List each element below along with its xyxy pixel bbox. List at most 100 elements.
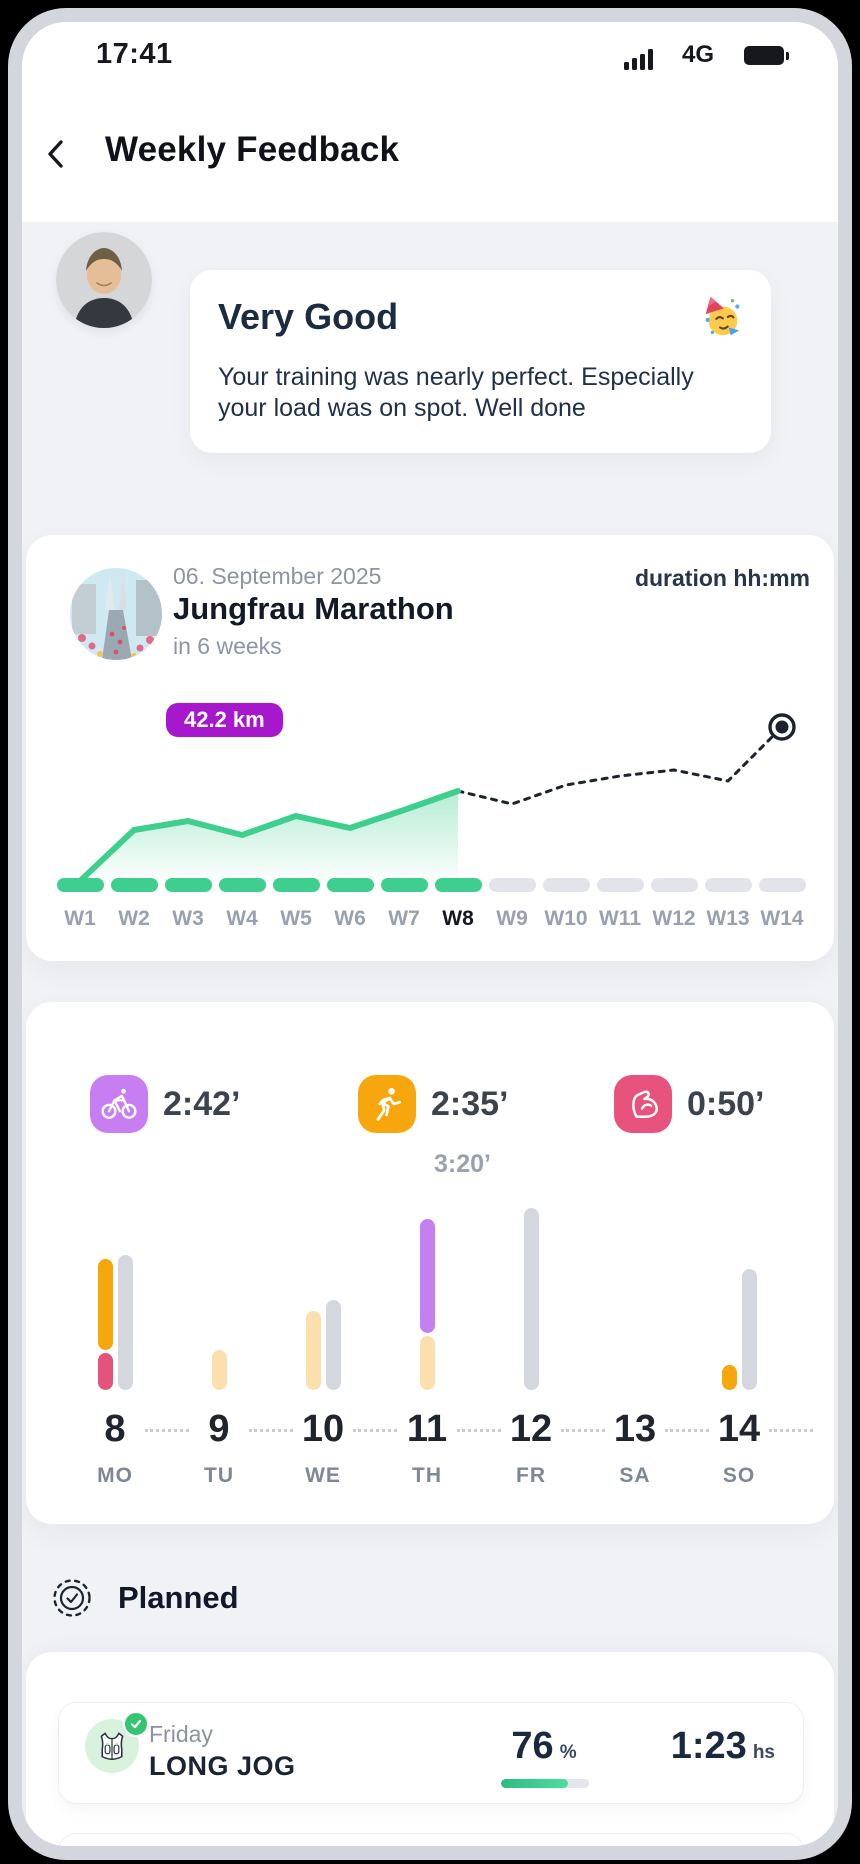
bar-day9-peach [211,1350,227,1390]
back-button[interactable] [36,134,76,174]
bar-day11-peach [419,1336,435,1390]
day-separator-dots [457,1429,501,1432]
week-dash-W6 [326,878,374,892]
workout-title: LONG JOG [149,1751,296,1781]
day-number-12: 12 [509,1408,553,1450]
week-dash-W10 [542,878,590,892]
completion-value: 76 [511,1725,554,1767]
feedback-message: Your training was nearly perfect. Especi… [218,363,694,422]
chevron-left-icon [48,140,63,168]
day-number-9: 9 [208,1408,230,1450]
muscle-icon [614,1075,672,1133]
week-label-W3: W3 [172,907,204,930]
day-separator-dots [665,1429,709,1432]
week-label-W5: W5 [280,907,312,930]
runner-icon [358,1075,416,1133]
day-number-10: 10 [301,1408,345,1450]
bar-day10-gray [325,1300,341,1390]
day-number-11: 11 [406,1408,448,1450]
status-time: 17:41 [96,38,173,70]
week-label-W10: W10 [544,907,588,930]
bar-day10-peach [305,1311,321,1390]
week-dash-W1 [56,878,104,892]
header-background [22,22,838,222]
feedback-card: Very Good Your training was nearly perfe… [190,270,771,453]
total-bike-value: 2:42’ [163,1084,241,1123]
chart-axis-label: duration hh:mm [634,565,810,591]
day-separator-dots [769,1429,813,1432]
day-separator-dots [249,1429,293,1432]
total-strength: 0:50’ [614,1075,765,1133]
week-dash-W11 [596,878,644,892]
workout-day-label: Friday [149,1721,213,1747]
week-label-W11: W11 [598,907,642,930]
network-type-label: 4G [682,41,715,68]
running-vest-icon [100,1732,124,1760]
total-run-value: 2:35’ [431,1084,509,1123]
week-label-W1: W1 [64,907,96,930]
bar-day8-pink [97,1353,113,1390]
bar-day8-gray [117,1255,133,1390]
weekday-label-SO: SO [722,1464,756,1487]
weekday-label-TH: TH [412,1464,442,1487]
week-label-W6: W6 [334,907,366,930]
week-dash-W5 [272,878,320,892]
planned-list-card: Friday LONG JOG 76% 1:23 hs [26,1652,834,1846]
week-label-W13: W13 [706,907,750,930]
week-dash-W2 [110,878,158,892]
weekday-label-MO: MO [97,1464,133,1487]
race-card[interactable]: 06. September 2025 Jungfrau Marathon in … [26,535,834,961]
phone-frame: 17:41 4G Weekly Feedback Very Good [8,8,852,1860]
week-label-W7: W7 [388,907,420,930]
feedback-rating-title: Very Good [218,296,399,337]
completed-check-badge-icon [123,1711,149,1737]
workout-row-long-jog[interactable]: Friday LONG JOG 76% 1:23 hs [58,1702,804,1804]
week-label-W9: W9 [496,907,528,930]
race-buildup-line-chart [77,713,796,884]
week-dash-W12 [650,878,698,892]
day-number-8: 8 [104,1408,126,1450]
duration-value: 1:23 [670,1725,747,1767]
page-title: Weekly Feedback [105,130,400,169]
race-image [70,568,162,660]
bar-day11-purple [419,1219,435,1333]
week-dash-W14 [758,878,806,892]
workout-duration: 1:23 hs [671,1725,775,1768]
bar-day14-gray [741,1269,757,1390]
completion-unit: % [559,1742,577,1763]
week-label-W2: W2 [118,907,150,930]
total-run: 2:35’ [358,1075,509,1133]
week-dash-W3 [164,878,212,892]
coach-avatar [56,232,152,328]
bar-day8-orange [97,1259,113,1350]
race-title: Jungfrau Marathon [173,591,454,626]
duration-unit: hs [752,1742,775,1763]
week-dash-W9 [488,878,536,892]
weekday-label-SA: SA [619,1464,651,1487]
day-number-13: 13 [613,1408,657,1450]
weekday-label-WE: WE [305,1464,341,1487]
week-dash-W13 [704,878,752,892]
day-number-14: 14 [717,1408,761,1450]
bar-day14-orange [721,1365,737,1390]
total-strength-value: 0:50’ [687,1084,765,1123]
day-separator-dots [145,1429,189,1432]
completion-progress-fill [501,1779,568,1788]
week-label-W8: W8 [442,907,474,930]
bar-day12-gray [523,1208,539,1390]
race-countdown: in 6 weeks [173,633,282,659]
total-bike: 2:42’ [90,1075,241,1133]
partying-face-emoji-icon [699,294,745,340]
race-date: 06. September 2025 [173,563,382,589]
planned-section-title: Planned [118,1580,239,1615]
battery-icon [744,46,789,65]
next-workout-row-partial[interactable] [58,1833,804,1846]
week-dash-W7 [380,878,428,892]
completion-progress-bar [501,1779,589,1788]
week-label-W12: W12 [652,907,696,930]
bicycle-icon [90,1075,148,1133]
daily-bars-chart [26,1200,834,1390]
phone-screen: 17:41 4G Weekly Feedback Very Good [22,22,838,1846]
weekday-label-TU: TU [204,1464,234,1487]
completion-percent: 76% [489,1725,599,1768]
